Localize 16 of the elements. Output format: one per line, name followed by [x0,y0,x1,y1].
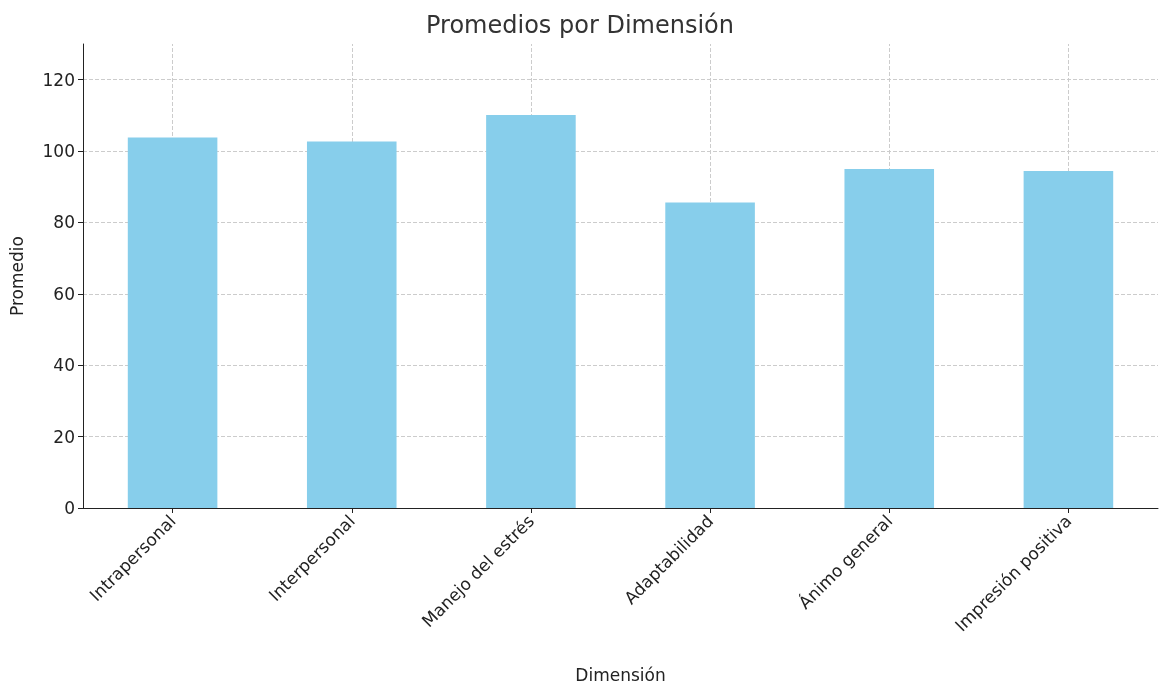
y-tick-label: 60 [53,283,75,304]
bar [486,115,576,508]
y-tick-label: 120 [42,69,75,90]
y-tick-label: 100 [42,141,75,162]
y-tick-label: 80 [53,212,75,233]
x-axis-title: Dimensión [575,664,666,685]
bar [306,141,397,508]
y-tick-label: 40 [53,355,75,376]
bar [844,168,935,508]
y-tick-label: 20 [53,426,75,447]
chart-title: Promedios por Dimensión [426,11,734,39]
y-tick-label: 0 [64,498,75,518]
bar [127,137,218,508]
y-axis-title: Promedio [6,236,27,316]
bar [1023,171,1114,508]
bar [665,202,755,508]
